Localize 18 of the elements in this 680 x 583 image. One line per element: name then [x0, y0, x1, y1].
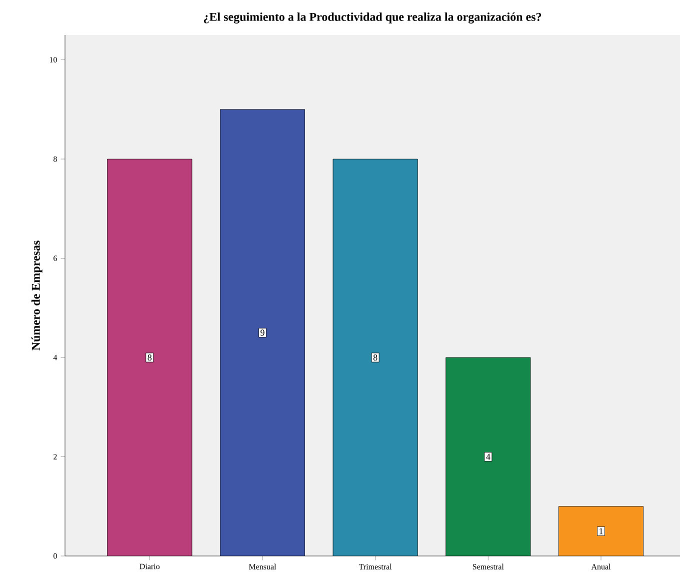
data-label: 8: [148, 354, 152, 361]
x-tick-label: Anual: [591, 564, 611, 570]
y-tick-label: 0: [54, 553, 57, 559]
data-label: 4: [486, 454, 490, 460]
chart-title: ¿El seguimiento a la Productividad que realiza la organización es?: [204, 12, 542, 24]
y-tick-label: 8: [54, 156, 57, 162]
x-tick-label: Diario: [140, 564, 160, 570]
y-tick-label: 10: [50, 57, 57, 62]
y-tick-label: 6: [54, 256, 57, 261]
data-label: 1: [600, 528, 603, 534]
data-label: 8: [373, 354, 378, 361]
y-tick-label: 4: [53, 354, 58, 360]
x-tick-label: Trimestral: [358, 564, 392, 570]
y-axis-title: Número de Empresas: [31, 240, 42, 350]
x-tick-label: Semestral: [472, 564, 504, 570]
data-label: 9: [260, 330, 264, 336]
y-tick-label: 2: [54, 454, 57, 460]
x-tick-label: Mensual: [248, 564, 276, 570]
